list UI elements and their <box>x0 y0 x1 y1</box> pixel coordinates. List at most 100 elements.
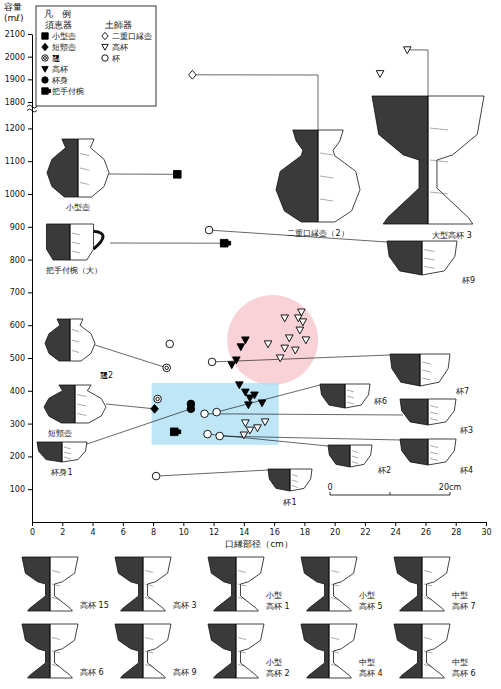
y-tick: 400 <box>10 387 32 396</box>
vessel-drawing <box>320 384 370 408</box>
vessel-half <box>143 557 171 611</box>
x-tick-mark <box>395 522 396 526</box>
vessel-hatch <box>430 160 448 162</box>
series-2 <box>154 364 171 403</box>
vessel-label: 二重口縁壺（2） <box>287 229 348 238</box>
vessel-half <box>329 557 357 611</box>
series-7 <box>240 47 411 439</box>
vessel-hatch <box>52 571 60 573</box>
vessel-handle <box>94 231 104 249</box>
vessel-axis <box>50 557 51 611</box>
vessel-half <box>422 624 450 678</box>
x-tick: 30 <box>481 522 491 537</box>
vessel-label: 杯7 <box>455 387 469 396</box>
legend-label: 二重口縁壺 <box>112 32 152 41</box>
x-tick-mark <box>486 522 487 526</box>
series-4 <box>187 400 195 413</box>
vessel-half <box>328 445 350 467</box>
vessel-drawing <box>390 354 450 386</box>
legend-label: 高杯 <box>52 65 68 74</box>
legend-marker <box>42 55 48 61</box>
vessel-axis <box>290 469 291 491</box>
x-tick: 0 <box>30 522 35 537</box>
vessel-hatch <box>238 651 246 653</box>
series-1 <box>151 404 159 413</box>
point <box>170 428 180 436</box>
vessel-half <box>22 624 50 678</box>
point <box>254 425 262 432</box>
y-tick-label: 1900 <box>5 75 25 84</box>
x-tick-mark <box>335 522 336 526</box>
x-tick-label: 2 <box>60 528 65 537</box>
vessel-hatch <box>424 598 432 600</box>
y-tick-label: 1000 <box>5 190 25 199</box>
legend: 凡 例須恵器小型壺短頸壺𤭯高杯杯身把手付椀土師器二重口縁壺高杯杯 <box>36 6 156 106</box>
scale-bar-tick <box>330 492 331 495</box>
legend-group: 土師器 <box>105 20 132 30</box>
vessel-label: 短頸壺 <box>48 429 72 438</box>
x-tick-label: 18 <box>300 528 310 537</box>
vessel-hatch <box>72 351 79 353</box>
vessel-label: 杯6 <box>373 397 387 406</box>
legend-marker <box>42 77 48 83</box>
figure-label: 高杯 6 <box>80 668 104 677</box>
y-tick-mark <box>28 57 32 58</box>
vessel-half <box>115 624 143 678</box>
vessel-axis <box>75 385 76 423</box>
figure-label: 高杯 1 <box>266 602 290 611</box>
vessel-hatch <box>422 370 431 372</box>
vessel-hatch <box>430 128 448 130</box>
y-tick-label: 900 <box>10 223 25 232</box>
point <box>237 344 245 351</box>
legend-marker <box>42 88 51 94</box>
y-tick-label: 800 <box>10 256 25 265</box>
legend-label: 杯身 <box>51 76 68 85</box>
vessel-axis <box>50 624 51 678</box>
point <box>281 315 289 322</box>
point <box>240 432 248 439</box>
y-tick-label: 400 <box>10 387 25 396</box>
point <box>189 70 197 79</box>
x-tick-label: 0 <box>30 528 35 537</box>
point <box>154 395 162 403</box>
point <box>228 362 236 369</box>
y-tick-mark <box>28 34 32 35</box>
x-tick-mark <box>304 522 305 526</box>
y-tick: 1000 <box>5 190 32 199</box>
point <box>242 337 250 344</box>
figure-label: 高杯 3 <box>173 601 197 610</box>
point <box>208 358 216 366</box>
x-tick: 12 <box>209 522 219 537</box>
vessel-hatch <box>352 451 358 453</box>
vessel-drawing <box>115 624 171 678</box>
vessel-hatch <box>292 475 298 477</box>
vessel-drawing <box>208 624 264 678</box>
vessel-hatch <box>52 665 60 667</box>
x-tick-mark <box>244 522 245 526</box>
legend-marker <box>102 55 108 61</box>
vessel-hatch <box>320 199 333 201</box>
x-tick-mark <box>183 522 184 526</box>
vessel-half <box>44 385 75 423</box>
leader-line <box>208 434 328 446</box>
point <box>281 345 289 352</box>
x-tick: 2 <box>60 522 65 537</box>
leader-line <box>87 409 191 444</box>
vessel-hatch <box>80 183 89 185</box>
vessel-label: 小型壺 <box>66 203 90 212</box>
vessel-half <box>22 557 50 611</box>
figure-label: 中型 <box>452 591 468 600</box>
x-tick-label: 26 <box>421 528 431 537</box>
leader-line <box>407 50 428 96</box>
legend-marker <box>102 44 108 50</box>
vessel-half <box>350 445 372 467</box>
vessel-drawing <box>276 130 360 222</box>
y-tick-mark <box>28 227 32 228</box>
highlight-ellipse <box>227 295 318 385</box>
vessel-hatch <box>238 571 246 573</box>
vessel-label: 杯身1 <box>50 468 72 477</box>
vessel-half <box>46 224 70 260</box>
leader-line <box>110 243 224 244</box>
vessel-half <box>387 241 422 275</box>
y-tick-label: 700 <box>10 288 25 297</box>
